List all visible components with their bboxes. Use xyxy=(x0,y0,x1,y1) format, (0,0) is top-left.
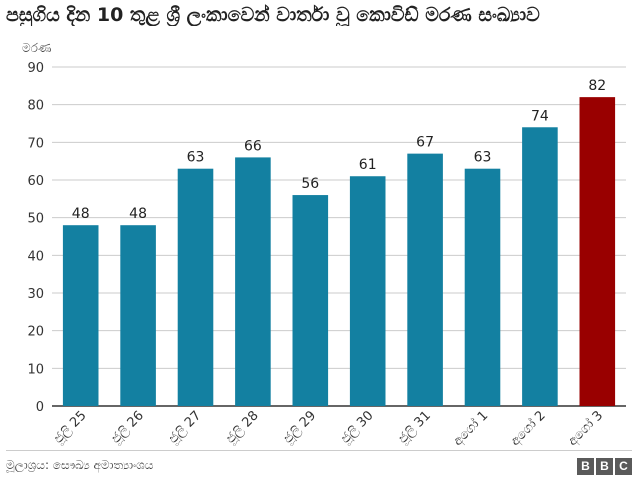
y-ticks: 0 10 20 30 40 50 60 70 80 90 xyxy=(27,61,44,415)
data-label: 48 xyxy=(129,206,147,222)
y-tick-label: 90 xyxy=(27,61,44,76)
bbc-logo-letter: B xyxy=(577,458,594,475)
bar xyxy=(522,127,558,407)
data-label: 61 xyxy=(359,157,377,173)
bar xyxy=(120,225,156,406)
y-tick-label: 70 xyxy=(27,136,44,151)
bar xyxy=(177,168,214,406)
data-label: 63 xyxy=(474,150,492,166)
data-label: 48 xyxy=(72,206,90,222)
bar xyxy=(349,176,386,406)
x-tick-label: ජූලි 30 xyxy=(338,408,377,447)
data-label: 82 xyxy=(588,78,606,94)
bar xyxy=(579,97,616,406)
data-label: 66 xyxy=(244,138,262,154)
y-axis-label: මරණ xyxy=(22,41,51,55)
x-tick-label: ජූලි 25 xyxy=(51,408,90,447)
y-tick-label: 10 xyxy=(27,362,44,377)
x-tick-label: අගෝ 1 xyxy=(450,408,492,450)
data-label: 67 xyxy=(416,135,434,151)
x-ticks: ජූලි 25 ජූලි 26 ජූලි 27 ජූලි 28 ජූලි 29 ජූලි … xyxy=(51,408,606,450)
y-tick-label: 40 xyxy=(27,249,44,264)
bar xyxy=(407,153,443,406)
x-tick-label: ජූලි 28 xyxy=(223,408,262,447)
data-label: 74 xyxy=(531,108,549,124)
bbc-logo: B B C xyxy=(577,458,632,475)
y-tick-label: 80 xyxy=(27,99,44,114)
x-tick-label: ජූලි 26 xyxy=(108,408,147,447)
chart-title: පසුගිය දින 10 තුළ ශ්‍රී ලංකාවෙන් වාර්තා … xyxy=(6,4,540,26)
bar xyxy=(235,157,271,406)
source-note: මූලාශ්‍රය: සෞඛ්‍ය අමාත්‍යාංශය xyxy=(6,458,154,472)
x-tick-label: අගෝ 3 xyxy=(565,408,607,450)
x-tick-label: ජූලි 27 xyxy=(166,408,205,447)
bbc-logo-letter: B xyxy=(596,458,613,475)
y-tick-label: 20 xyxy=(27,325,44,340)
data-labels: 48 48 63 66 56 61 67 63 74 82 xyxy=(72,78,606,222)
footer-divider xyxy=(6,450,632,451)
y-tick-label: 30 xyxy=(27,287,44,302)
bars xyxy=(62,97,616,407)
bar xyxy=(62,225,99,406)
y-tick-label: 60 xyxy=(27,174,44,189)
x-tick-label: අගෝ 2 xyxy=(507,408,549,450)
bar-chart: මරණ 0 10 20 30 40 50 60 70 80 90 48 48 63 66 56 61 67 63… xyxy=(22,41,626,450)
x-tick-label: ජූලි 31 xyxy=(395,408,434,447)
data-label: 56 xyxy=(301,176,319,192)
bar xyxy=(292,195,329,406)
y-tick-label: 50 xyxy=(27,212,44,227)
data-label: 63 xyxy=(187,150,205,166)
y-tick-label: 0 xyxy=(36,400,44,415)
x-tick-label: ජූලි 29 xyxy=(281,408,320,447)
bbc-logo-letter: C xyxy=(615,458,632,475)
bar xyxy=(464,168,501,406)
